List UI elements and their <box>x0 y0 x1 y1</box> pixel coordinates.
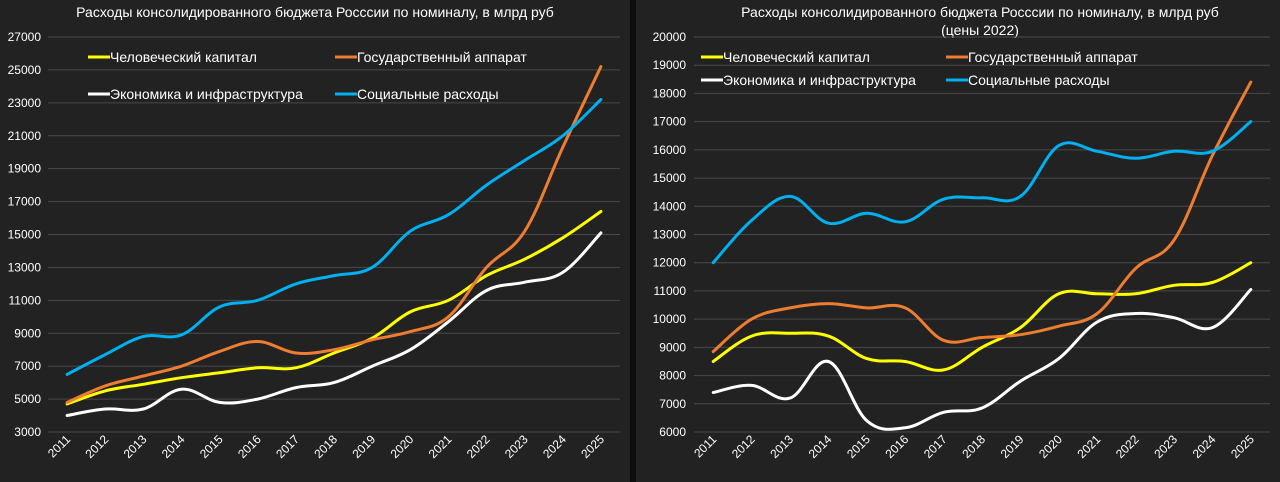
y-tick-label: 17000 <box>8 195 42 209</box>
x-tick-label: 2017 <box>921 432 950 461</box>
y-tick-label: 17000 <box>653 115 687 129</box>
x-tick-label: 2013 <box>767 432 796 461</box>
series-line-3 <box>65 231 603 417</box>
y-tick-label: 9000 <box>14 326 41 340</box>
series-line-1 <box>65 210 603 406</box>
legend-label-3: Экономика и инфраструктура <box>110 86 303 102</box>
series-line-4 <box>65 98 603 376</box>
nominal-spending-chart: Расходы консолидированного бюджета Россс… <box>8 4 620 461</box>
x-tick-label: 2021 <box>426 432 455 461</box>
y-tick-label: 11000 <box>9 293 42 307</box>
series-line-2 <box>65 65 603 404</box>
y-tick-label: 3000 <box>14 425 41 439</box>
chart-subtitle: (цены 2022) <box>941 22 1019 38</box>
series-line-4 <box>711 120 1253 265</box>
x-tick-label: 2022 <box>1113 432 1142 461</box>
y-tick-label: 18000 <box>653 86 687 100</box>
y-tick-label: 20000 <box>653 30 687 44</box>
x-tick-label: 2012 <box>83 432 112 461</box>
panel-divider <box>630 0 636 482</box>
legend-label-3: Экономика и инфраструктура <box>723 72 916 88</box>
y-tick-label: 14000 <box>653 199 687 213</box>
y-tick-label: 16000 <box>653 143 687 157</box>
chart-title: Расходы консолидированного бюджета Россс… <box>76 4 554 20</box>
x-tick-label: 2020 <box>388 432 417 461</box>
right-chart-panel: Расходы консолидированного бюджета Россс… <box>636 0 1280 482</box>
y-tick-label: 12000 <box>653 256 687 270</box>
series-line-2 <box>711 80 1253 354</box>
x-tick-label: 2018 <box>311 432 340 461</box>
x-tick-label: 2014 <box>159 432 188 461</box>
y-tick-label: 19000 <box>8 162 42 176</box>
x-tick-label: 2012 <box>729 432 758 461</box>
series-line-1 <box>711 261 1253 372</box>
y-tick-label: 19000 <box>653 58 687 72</box>
real-spending-chart: Расходы консолидированного бюджета Россс… <box>653 4 1270 461</box>
y-tick-label: 6000 <box>659 425 686 439</box>
y-tick-label: 10000 <box>653 312 687 326</box>
y-tick-label: 5000 <box>14 392 41 406</box>
x-tick-label: 2011 <box>691 432 719 460</box>
legend-label-2: Государственный аппарат <box>357 49 527 65</box>
y-tick-label: 7000 <box>14 359 41 373</box>
legend-label-4: Социальные расходы <box>357 86 499 102</box>
x-tick-label: 2011 <box>45 432 73 460</box>
x-tick-label: 2019 <box>349 432 378 461</box>
y-tick-label: 15000 <box>8 228 42 242</box>
chart-title: Расходы консолидированного бюджета Россс… <box>741 4 1219 20</box>
x-tick-label: 2025 <box>578 432 607 461</box>
x-tick-label: 2024 <box>540 432 569 461</box>
left-chart-panel: Расходы консолидированного бюджета Россс… <box>0 0 630 482</box>
y-tick-label: 9000 <box>659 340 686 354</box>
y-tick-label: 23000 <box>8 96 42 110</box>
x-tick-label: 2024 <box>1190 432 1219 461</box>
legend-label-2: Государственный аппарат <box>968 49 1138 65</box>
y-tick-label: 21000 <box>8 129 42 143</box>
x-tick-label: 2025 <box>1228 432 1257 461</box>
y-tick-label: 27000 <box>8 30 42 44</box>
series-line-3 <box>711 288 1253 431</box>
x-tick-label: 2017 <box>273 432 302 461</box>
y-tick-label: 25000 <box>8 63 42 77</box>
x-tick-label: 2023 <box>1151 432 1180 461</box>
y-tick-label: 8000 <box>659 369 686 383</box>
y-tick-label: 13000 <box>653 228 687 242</box>
x-tick-label: 2015 <box>844 432 873 461</box>
x-tick-label: 2013 <box>121 432 150 461</box>
x-tick-label: 2022 <box>464 432 493 461</box>
y-tick-label: 13000 <box>8 260 42 274</box>
y-tick-label: 7000 <box>659 397 686 411</box>
legend-label-4: Социальные расходы <box>968 72 1110 88</box>
legend-label-1: Человеческий капитал <box>723 49 870 65</box>
x-tick-label: 2015 <box>197 432 226 461</box>
x-tick-label: 2016 <box>883 432 912 461</box>
x-tick-label: 2021 <box>1075 432 1104 461</box>
x-tick-label: 2020 <box>1036 432 1065 461</box>
x-tick-label: 2019 <box>998 432 1027 461</box>
y-tick-label: 15000 <box>653 171 687 185</box>
x-tick-label: 2016 <box>235 432 264 461</box>
y-tick-label: 11000 <box>654 284 687 298</box>
legend-label-1: Человеческий капитал <box>110 49 257 65</box>
x-tick-label: 2018 <box>959 432 988 461</box>
x-tick-label: 2014 <box>806 432 835 461</box>
x-tick-label: 2023 <box>502 432 531 461</box>
